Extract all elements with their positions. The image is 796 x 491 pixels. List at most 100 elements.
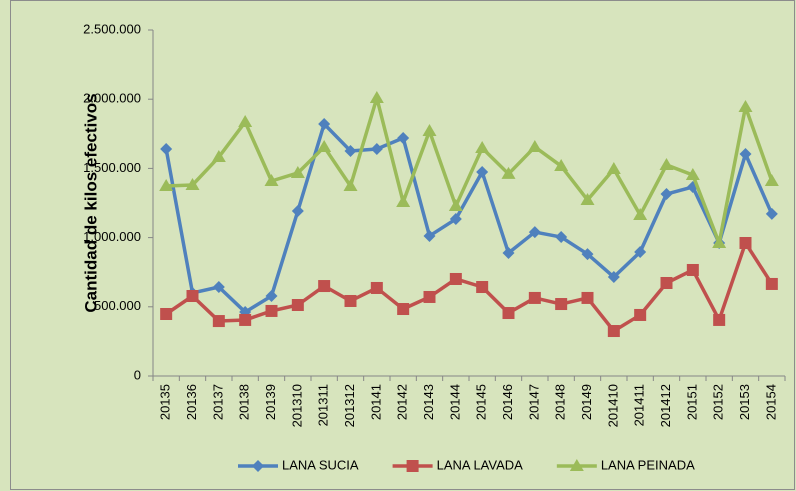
marker [738,99,753,112]
marker [607,325,620,338]
legend-label: LANA SUCIA [282,457,359,472]
marker [239,313,252,326]
marker [502,246,515,259]
marker [528,291,541,304]
x-tick-label: 201311 [316,384,331,426]
x-tick-label: 20135 [158,384,173,420]
marker [449,272,462,285]
x-tick-label: 201310 [289,384,304,427]
marker [396,195,411,208]
x-tick-label: 201411 [632,384,647,426]
marker [317,139,332,152]
marker [238,115,253,128]
marker [290,165,305,178]
marker [580,192,595,205]
marker [370,143,383,156]
marker [712,235,727,248]
marker [527,139,542,152]
marker [501,166,516,179]
marker [185,178,200,191]
marker [739,148,752,161]
marker [291,299,304,312]
legend-label: LANA PEINADA [601,457,695,472]
marker [713,313,726,326]
marker [555,231,568,244]
marker [633,208,648,221]
marker [343,178,358,191]
marker [344,294,357,307]
marker [264,173,279,186]
x-tick-label: 201312 [342,384,357,427]
marker [569,459,584,471]
x-tick-label: 20137 [210,384,225,420]
marker [186,290,199,303]
x-tick-label: 20149 [579,384,594,420]
marker [318,117,331,130]
marker [634,245,647,258]
x-tick-label: 20139 [263,384,278,420]
x-tick-label: 20151 [684,384,699,420]
y-tick-label: 2.500.000 [83,21,141,36]
marker [397,303,410,316]
marker [739,236,752,249]
marker [765,207,778,220]
marker [634,308,647,321]
x-tick-label: 201410 [605,384,620,427]
marker [449,213,462,226]
marker [252,460,264,472]
marker [476,165,489,178]
marker [554,159,569,172]
x-tick-label: 20144 [447,384,462,420]
marker [344,144,357,157]
marker [369,90,384,103]
marker [212,315,225,328]
x-tick-label: 20143 [421,384,436,420]
x-tick-label: 20136 [184,384,199,420]
marker [686,263,699,276]
x-tick-label: 20153 [737,384,752,420]
marker [685,168,700,181]
marker [159,178,174,191]
marker [265,304,278,317]
marker [606,161,621,174]
marker [607,271,620,284]
marker [422,124,437,137]
x-tick-label: 20141 [368,384,383,420]
marker [423,290,436,303]
marker [659,157,674,170]
legend-label: LANA LAVADA [437,457,524,472]
x-tick-label: 20145 [474,384,489,420]
x-tick-label: 20146 [500,384,515,420]
x-tick-label: 20142 [395,384,410,420]
marker [476,281,489,294]
y-tick-label: 1.500.000 [83,160,141,175]
x-tick-label: 20152 [711,384,726,420]
y-tick-label: 2.000.000 [83,91,141,106]
marker [581,291,594,304]
marker [212,281,225,294]
y-tick-label: 1.000.000 [83,229,141,244]
marker [581,248,594,261]
x-tick-label: 20154 [763,384,778,420]
marker [423,229,436,242]
marker [475,141,490,154]
chart-border [10,0,795,490]
marker [764,173,779,186]
marker [660,276,673,289]
marker [406,460,419,472]
marker [370,281,383,294]
marker [502,307,515,320]
x-tick-label: 20147 [526,384,541,420]
marker [291,205,304,218]
x-tick-label: 20138 [237,384,252,420]
marker [397,131,410,144]
y-tick-label: 500.000 [94,298,141,313]
x-tick-label: 20148 [553,384,568,420]
marker [448,199,463,212]
marker [160,307,173,320]
marker [765,277,778,290]
marker [555,298,568,311]
y-tick-label: 0 [134,367,141,382]
